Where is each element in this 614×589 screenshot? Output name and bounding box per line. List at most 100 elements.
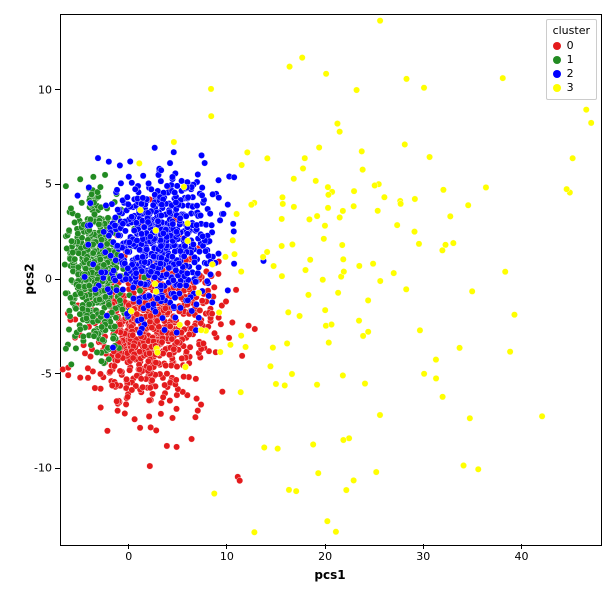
scatter-point — [178, 178, 184, 184]
scatter-point — [128, 214, 134, 220]
scatter-point — [184, 231, 190, 237]
scatter-point — [173, 229, 179, 235]
scatter-point — [171, 139, 177, 145]
scatter-point — [169, 415, 175, 421]
scatter-point — [153, 359, 159, 365]
scatter-point — [217, 217, 223, 223]
scatter-point — [83, 315, 89, 321]
scatter-point — [286, 63, 292, 69]
scatter-point — [152, 281, 158, 287]
scatter-point — [293, 488, 299, 494]
scatter-point — [86, 184, 92, 190]
scatter-point — [145, 219, 151, 225]
scatter-point — [74, 192, 80, 198]
scatter-point — [442, 242, 448, 248]
y-tick-mark — [55, 373, 60, 374]
scatter-point — [226, 335, 232, 341]
scatter-point — [336, 128, 342, 134]
scatter-point — [87, 200, 93, 206]
scatter-point — [79, 306, 85, 312]
scatter-point — [167, 397, 173, 403]
scatter-point — [433, 356, 439, 362]
scatter-point — [86, 301, 92, 307]
scatter-point — [242, 344, 248, 350]
scatter-point — [104, 312, 110, 318]
scatter-point — [225, 287, 231, 293]
scatter-point — [190, 241, 196, 247]
scatter-point — [115, 232, 121, 238]
x-tick-mark — [423, 544, 424, 549]
scatter-point — [216, 309, 222, 315]
legend-swatch — [553, 84, 561, 92]
scatter-point — [117, 273, 123, 279]
scatter-point — [98, 242, 104, 248]
scatter-point — [346, 435, 352, 441]
scatter-point — [166, 352, 172, 358]
scatter-point — [238, 332, 244, 338]
scatter-point — [97, 371, 103, 377]
scatter-point — [310, 441, 316, 447]
scatter-point — [120, 221, 126, 227]
scatter-point — [153, 227, 159, 233]
scatter-point — [75, 230, 81, 236]
scatter-point — [113, 398, 119, 404]
scatter-point — [160, 350, 166, 356]
scatter-point — [341, 268, 347, 274]
scatter-point — [158, 212, 164, 218]
scatter-point — [90, 313, 96, 319]
legend: cluster 0123 — [546, 19, 597, 100]
scatter-point — [339, 242, 345, 248]
scatter-point — [130, 355, 136, 361]
scatter-point — [351, 188, 357, 194]
scatter-point — [126, 367, 132, 373]
scatter-point — [149, 377, 155, 383]
scatter-point — [85, 365, 91, 371]
scatter-point — [335, 290, 341, 296]
scatter-point — [95, 155, 101, 161]
scatter-point — [193, 395, 199, 401]
scatter-point — [197, 307, 203, 313]
scatter-point — [192, 414, 198, 420]
scatter-point — [130, 284, 136, 290]
scatter-point — [394, 222, 400, 228]
scatter-point — [189, 308, 195, 314]
scatter-point — [185, 297, 191, 303]
scatter-point — [81, 274, 87, 280]
scatter-point — [63, 346, 69, 352]
scatter-point — [199, 298, 205, 304]
scatter-point — [374, 208, 380, 214]
scatter-point — [196, 248, 202, 254]
scatter-point — [333, 529, 339, 535]
scatter-point — [370, 260, 376, 266]
scatter-point — [223, 298, 229, 304]
scatter-point — [164, 370, 170, 376]
scatter-point — [91, 211, 97, 217]
scatter-point — [199, 192, 205, 198]
scatter-point — [64, 245, 70, 251]
scatter-point — [166, 265, 172, 271]
scatter-point — [97, 184, 103, 190]
scatter-point — [182, 364, 188, 370]
scatter-point — [126, 239, 132, 245]
scatter-point — [114, 243, 120, 249]
scatter-point — [278, 243, 284, 249]
scatter-point — [208, 222, 214, 228]
scatter-point — [123, 276, 129, 282]
scatter-point — [82, 350, 88, 356]
scatter-point — [87, 216, 93, 222]
scatter-point — [238, 268, 244, 274]
scatter-point — [132, 186, 138, 192]
scatter-point — [104, 428, 110, 434]
scatter-point — [138, 231, 144, 237]
scatter-plot — [61, 15, 601, 545]
scatter-point — [173, 406, 179, 412]
scatter-point — [188, 436, 194, 442]
scatter-point — [350, 203, 356, 209]
scatter-point — [152, 274, 158, 280]
scatter-point — [207, 210, 213, 216]
legend-swatch — [553, 42, 561, 50]
scatter-point — [123, 401, 129, 407]
scatter-point — [138, 201, 144, 207]
scatter-point — [162, 305, 168, 311]
scatter-point — [320, 277, 326, 283]
